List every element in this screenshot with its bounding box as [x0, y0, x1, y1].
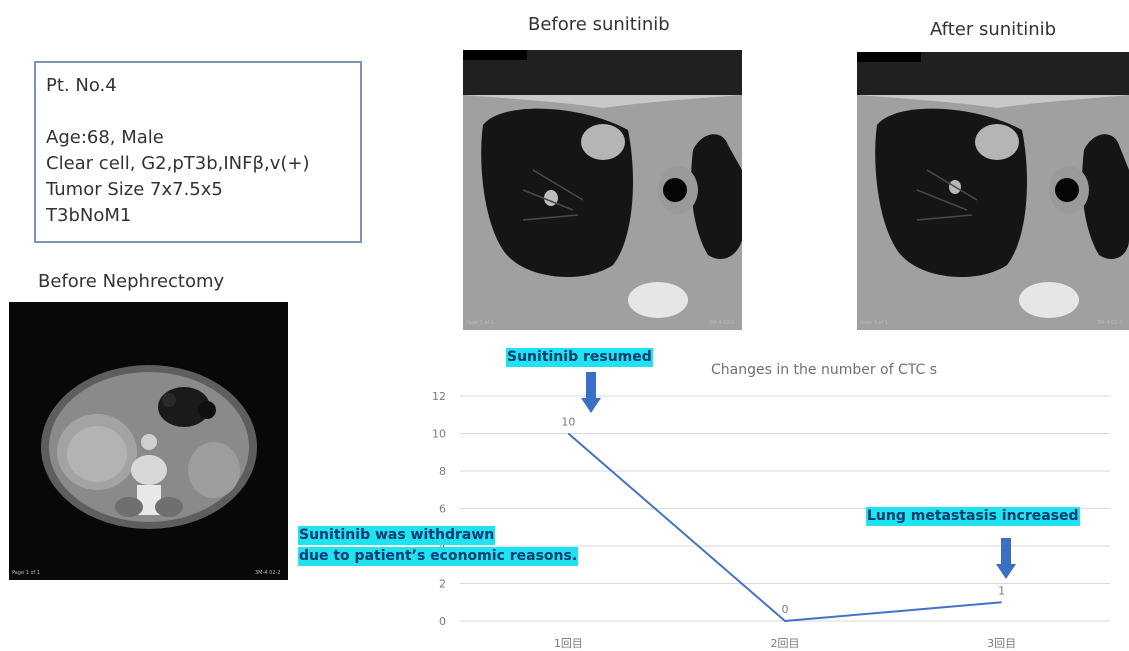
y-tick-label: 0 [439, 615, 446, 628]
y-tick-label: 8 [439, 465, 446, 478]
before-nephrectomy-caption: Before Nephrectomy [38, 271, 225, 292]
after-sunitinib-ct-image: Page 1 of 1 3M-4 02-2 [857, 52, 1129, 330]
patient-tumor-size: Tumor Size 7x7.5x5 [46, 179, 223, 200]
patient-histology: Clear cell, G2,pT3b,INFβ,v(+) [46, 153, 310, 174]
data-label: 10 [561, 416, 575, 429]
y-tick-label: 12 [432, 390, 446, 403]
before-sunitinib-ct-image: Page 1 of 1 3M-4 02-2 [463, 50, 742, 330]
x-tick-label: 3回目 [987, 637, 1016, 650]
annotation-withdrawn-line1: Sunitinib was withdrawn [298, 526, 496, 545]
ct-footer-left: Page 1 of 1 [12, 570, 40, 576]
patient-age: Age:68, Male [46, 127, 164, 148]
y-tick-label: 6 [439, 503, 446, 516]
data-label: 0 [782, 603, 789, 616]
before-sunitinib-caption: Before sunitinib [528, 14, 670, 35]
annotation-sunitinib-resumed: Sunitinib resumed [506, 346, 653, 367]
annotation-sunitinib-withdrawn: Sunitinib was withdrawn due to patient’s… [298, 524, 579, 566]
chart-title: Changes in the number of CTC s [711, 362, 937, 378]
y-tick-label: 4 [439, 540, 446, 553]
series-line [567, 432, 1002, 623]
ct-footer-right: 3M-4 02-2 [255, 570, 280, 576]
annotation-lung-metastasis-increased: Lung metastasis increased [866, 505, 1080, 526]
before-nephrectomy-ct-image: Page 1 of 1 3M-4 02-2 [9, 302, 288, 580]
patient-info-card: Pt. No.4 Age:68, Male Clear cell, G2,pT3… [34, 61, 362, 243]
after-sunitinib-caption: After sunitinib [930, 19, 1057, 40]
patient-stage: T3bNoM1 [46, 205, 132, 226]
annotation-resumed-text: Sunitinib resumed [506, 348, 653, 367]
ctc-line-chart: Changes in the number of CTC s 024681012… [432, 362, 1110, 650]
ct-footer-left: Page 1 of 1 [466, 320, 494, 326]
data-label: 1 [998, 584, 1005, 597]
x-tick-label: 1回目 [554, 637, 583, 650]
ct-footer-left: Page 1 of 1 [860, 320, 888, 326]
y-tick-label: 10 [432, 428, 446, 441]
annotation-increased-text: Lung metastasis increased [866, 507, 1080, 526]
patient-number: Pt. No.4 [46, 75, 117, 96]
x-tick-label: 2回目 [771, 637, 800, 650]
annotation-withdrawn-line2: due to patient’s economic reasons. [298, 547, 579, 566]
ct-footer-right: 3M-4 02-2 [1097, 320, 1122, 326]
down-arrow-icon [581, 372, 601, 413]
y-tick-label: 2 [439, 578, 446, 591]
down-arrow-icon [996, 538, 1016, 579]
ct-footer-right: 3M-4 02-2 [709, 320, 734, 326]
